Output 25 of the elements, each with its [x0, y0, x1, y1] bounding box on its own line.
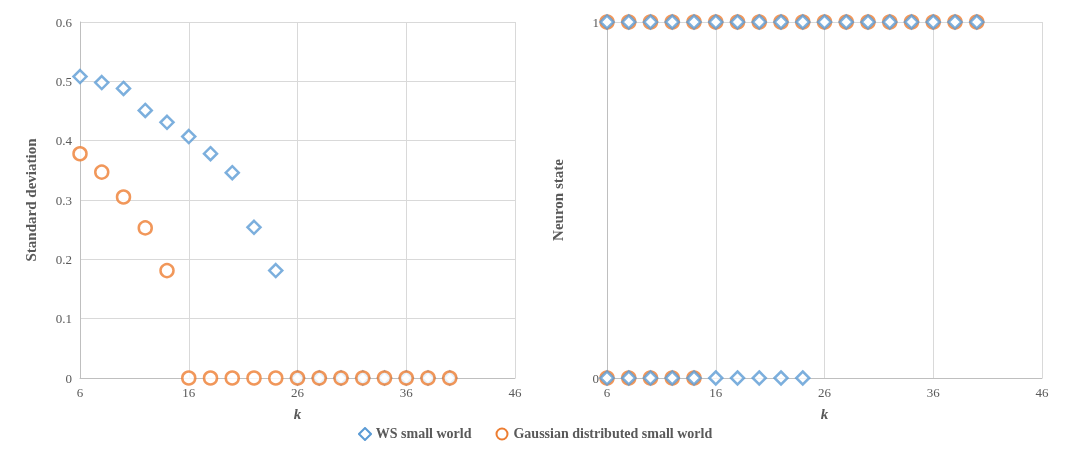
y-tick-label: 0: [65, 370, 72, 386]
y-tick-label: 0.6: [55, 14, 73, 30]
y-tick-label: 1: [592, 14, 599, 30]
x-tick-label: 26: [818, 385, 832, 400]
x-axis-title: k: [820, 405, 829, 422]
x-tick-label: 16: [182, 385, 196, 400]
y-tick-label: 0.3: [55, 192, 72, 208]
y-tick-label: 0: [592, 370, 599, 386]
x-axis-title: k: [293, 405, 302, 422]
y-tick-label: 0.2: [55, 251, 72, 267]
legend-label: Gaussian distributed small world: [513, 426, 713, 442]
x-tick-label: 6: [76, 385, 84, 400]
y-axis-title: Neuron state: [549, 158, 566, 241]
x-tick-label: 6: [603, 385, 611, 400]
legend-label: WS small world: [375, 426, 472, 442]
x-tick-label: 46: [508, 385, 522, 400]
x-tick-label: 36: [399, 385, 414, 400]
x-tick-label: 16: [709, 385, 723, 400]
y-tick-label: 0.1: [55, 311, 72, 327]
y-tick-label: 0.4: [55, 133, 73, 149]
y-axis-title: Standard deviation: [22, 137, 39, 262]
x-tick-label: 26: [291, 385, 305, 400]
x-tick-label: 36: [926, 385, 941, 400]
y-tick-label: 0.5: [55, 73, 72, 89]
x-tick-label: 46: [1035, 385, 1049, 400]
